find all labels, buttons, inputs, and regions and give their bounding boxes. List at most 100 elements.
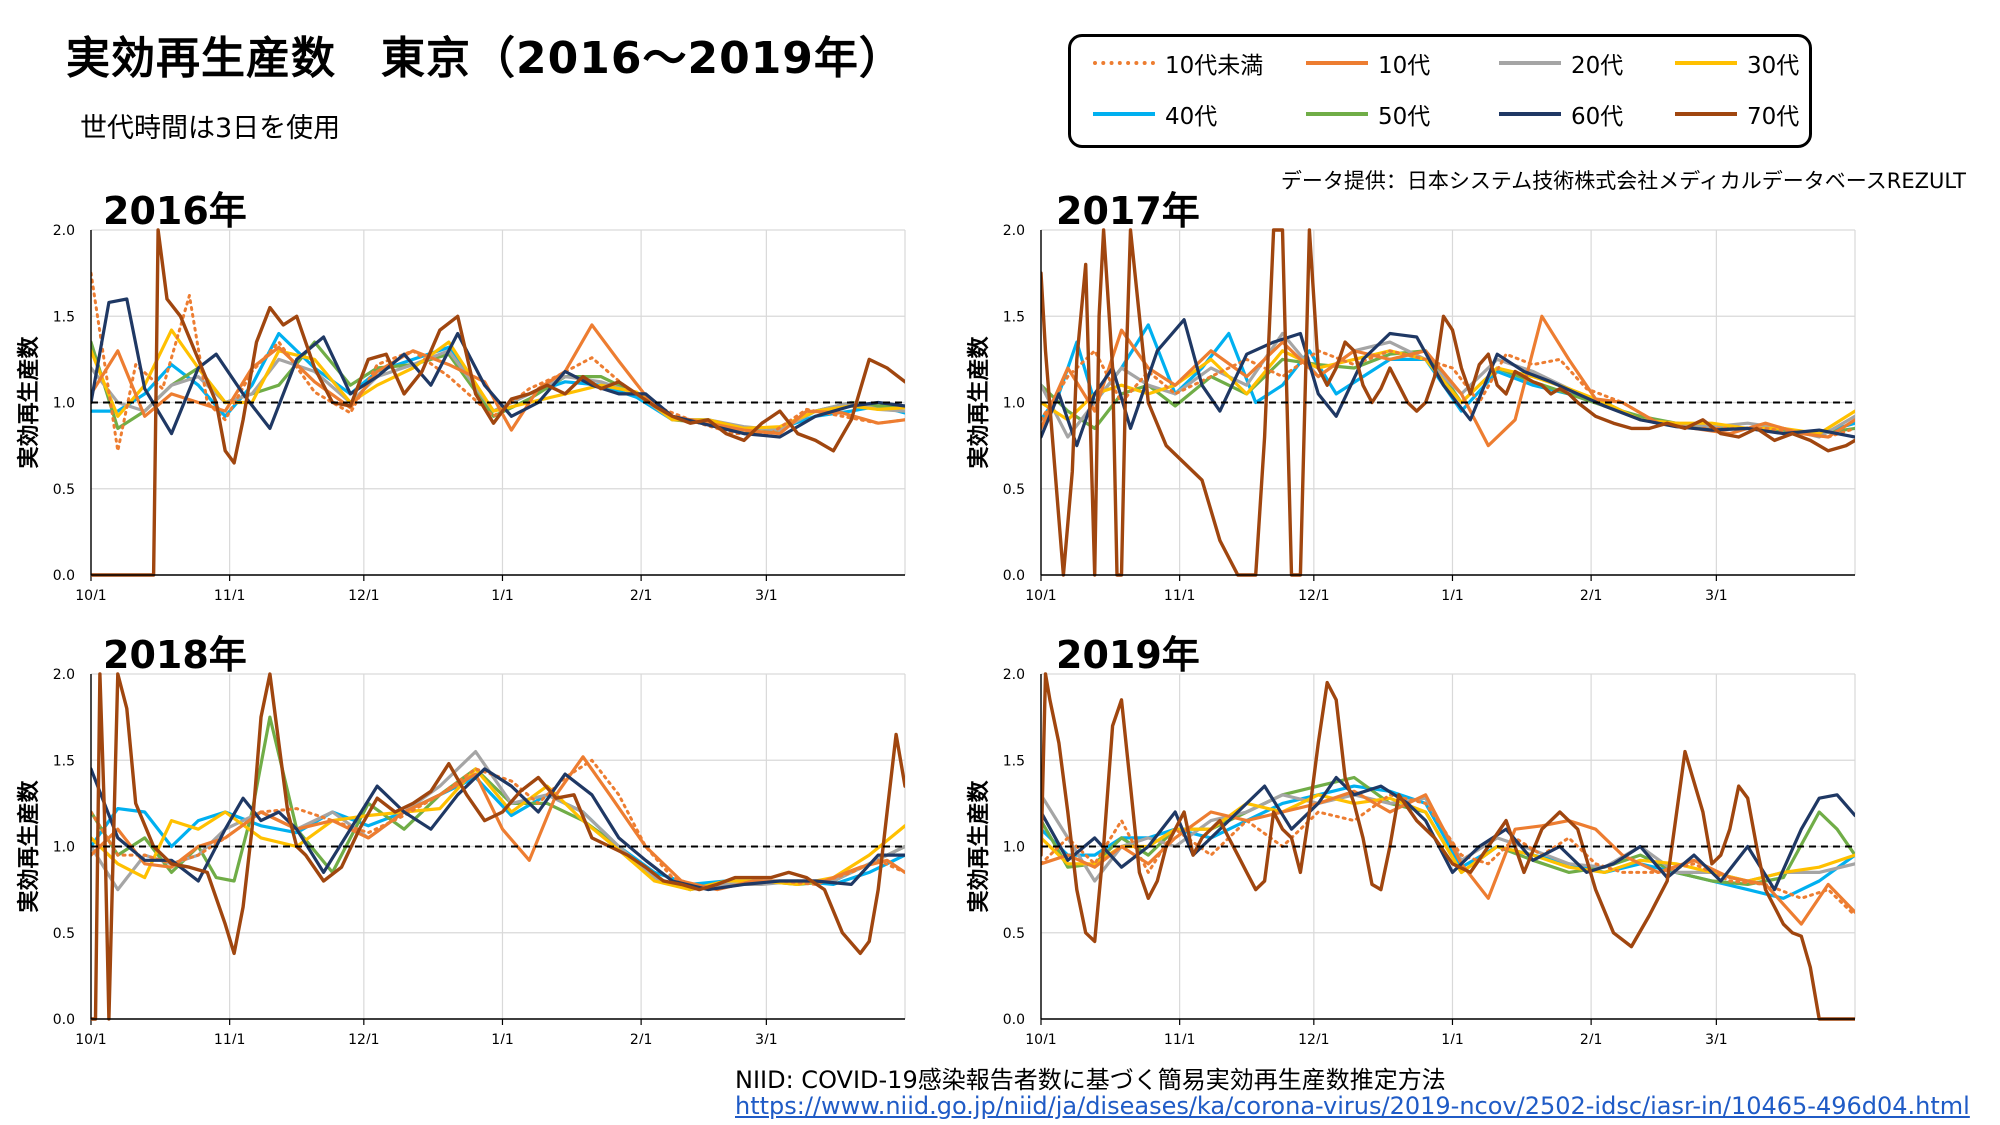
y-tick-label-4: 2.0 (53, 667, 75, 683)
y-tick-label-2: 1.0 (53, 840, 75, 856)
x-tick-label-4: 2/1 (1580, 1032, 1603, 1044)
legend-item-2: 10代 (1306, 48, 1431, 79)
legend-swatch-1 (1093, 61, 1155, 65)
legend-item-8: 70代 (1675, 99, 1800, 130)
x-tick-label-0: 10/1 (1025, 588, 1056, 600)
chart-title-2018: 2018年 (103, 633, 247, 677)
y-tick-label-3: 1.5 (53, 753, 75, 769)
series-line-10代未満 (1041, 793, 1855, 917)
x-tick-label-2: 12/1 (1298, 588, 1329, 600)
x-tick-label-2: 12/1 (348, 1032, 379, 1044)
chart-title-2019: 2019年 (1056, 633, 1200, 677)
series-line-50代 (1041, 775, 1855, 886)
y-tick-label-4: 2.0 (1003, 223, 1025, 239)
chart-2018: 0.0 0.5 1.0 1.5 2.0 10/1 11/1 12/1 1/1 2/1 3/1 実効再生… (16, 667, 906, 1044)
series-group (91, 228, 905, 577)
legend-label-7: 60代 (1571, 104, 1624, 130)
subtitle: 世代時間は3日を使用 (80, 113, 341, 144)
legend-item-7: 60代 (1499, 99, 1624, 130)
legend-item-6: 50代 (1306, 99, 1431, 130)
legend-item-3: 20代 (1499, 48, 1624, 79)
chart-title-2017: 2017年 (1056, 189, 1200, 233)
legend-swatch-7 (1499, 112, 1561, 116)
y-tick-label-3: 1.5 (53, 309, 75, 325)
y-tick-label-1: 0.5 (1003, 482, 1025, 498)
y-tick-label-0: 0.0 (53, 1012, 75, 1028)
legend-swatch-5 (1093, 112, 1155, 116)
x-tick-label-3: 1/1 (1441, 1032, 1464, 1044)
x-tick-label-4: 2/1 (630, 1032, 653, 1044)
legend: 10代未満 10代 20代 30代 40代 50代 60代 70代 (1068, 34, 1812, 148)
series-line-70代 (1041, 672, 1855, 1021)
x-tick-label-5: 3/1 (1705, 1032, 1728, 1044)
data-source-note: データ提供：日本システム技術株式会社メディカルデータベースREZULT (1280, 169, 1966, 193)
series-line-60代 (91, 297, 905, 439)
x-tick-label-5: 3/1 (755, 588, 778, 600)
y-tick-label-2: 1.0 (1003, 840, 1025, 856)
y-tick-label-4: 2.0 (53, 223, 75, 239)
legend-item-1: 10代未満 (1093, 48, 1263, 79)
x-tick-label-1: 11/1 (1164, 588, 1195, 600)
x-tick-label-4: 2/1 (1580, 588, 1603, 600)
series-group (1041, 228, 1855, 577)
legend-swatch-4 (1675, 61, 1737, 65)
legend-swatch-6 (1306, 112, 1368, 116)
y-axis-label: 実効再生産数 (16, 780, 42, 913)
series-line-10代未満 (91, 758, 905, 892)
x-tick-label-0: 10/1 (75, 588, 106, 600)
y-tick-label-0: 0.0 (1003, 1012, 1025, 1028)
footer-citation: NIID: COVID-19感染報告者数に基づく簡易実効再生産数推定方法 (735, 1066, 1446, 1094)
legend-swatch-8 (1675, 112, 1737, 116)
main-title: 実効再生産数 東京（2016～2019年） (66, 33, 904, 84)
chart-2016: 0.0 0.5 1.0 1.5 2.0 10/1 11/1 12/1 1/1 2/1 3/1 実効再生… (16, 223, 906, 600)
y-axis-label: 実効再生産数 (16, 336, 42, 469)
x-tick-label-1: 11/1 (214, 1032, 245, 1044)
x-tick-label-5: 3/1 (755, 1032, 778, 1044)
x-tick-label-3: 1/1 (491, 1032, 514, 1044)
x-tick-label-0: 10/1 (1025, 1032, 1056, 1044)
series-line-10代未満 (91, 271, 905, 453)
y-tick-label-3: 1.5 (1003, 753, 1025, 769)
y-tick-label-3: 1.5 (1003, 309, 1025, 325)
y-tick-label-0: 0.0 (1003, 568, 1025, 584)
series-line-60代 (91, 767, 905, 892)
legend-item-5: 40代 (1093, 99, 1218, 130)
legend-swatch-2 (1306, 61, 1368, 65)
chart-panel-2018: 0.0 0.5 1.0 1.5 2.0 10/1 11/1 12/1 1/1 2/1 3/1 実効再生… (0, 624, 920, 1094)
series-line-70代 (1041, 228, 1855, 577)
chart-2017: 0.0 0.5 1.0 1.5 2.0 10/1 11/1 12/1 1/1 2/1 3/1 実効再生… (966, 223, 1856, 600)
y-tick-label-2: 1.0 (53, 396, 75, 412)
chart-panel-2017: 0.0 0.5 1.0 1.5 2.0 10/1 11/1 12/1 1/1 2/1 3/1 実効再生… (950, 180, 1870, 650)
legend-label-6: 50代 (1378, 104, 1431, 130)
x-tick-label-2: 12/1 (1298, 1032, 1329, 1044)
x-tick-label-3: 1/1 (491, 588, 514, 600)
series-line-70代 (91, 672, 905, 1021)
legend-label-2: 10代 (1378, 53, 1431, 79)
y-tick-label-1: 0.5 (53, 926, 75, 942)
chart-panel-2016: 0.0 0.5 1.0 1.5 2.0 10/1 11/1 12/1 1/1 2/1 3/1 実効再生… (0, 180, 920, 650)
chart-panel-2019: 0.0 0.5 1.0 1.5 2.0 10/1 11/1 12/1 1/1 2/1 3/1 実効再生… (950, 624, 1870, 1094)
legend-label-4: 30代 (1747, 53, 1800, 79)
footer-url-link[interactable]: https://www.niid.go.jp/niid/ja/diseases/… (735, 1092, 1970, 1120)
chart-2019: 0.0 0.5 1.0 1.5 2.0 10/1 11/1 12/1 1/1 2/1 3/1 実効再生… (966, 667, 1856, 1044)
x-tick-label-0: 10/1 (75, 1032, 106, 1044)
legend-label-8: 70代 (1747, 104, 1800, 130)
legend-swatch-3 (1499, 61, 1561, 65)
y-axis-label: 実効再生産数 (966, 780, 992, 913)
y-tick-label-4: 2.0 (1003, 667, 1025, 683)
y-tick-label-2: 1.0 (1003, 396, 1025, 412)
legend-label-5: 40代 (1165, 104, 1218, 130)
y-tick-label-1: 0.5 (53, 482, 75, 498)
x-tick-label-1: 11/1 (214, 588, 245, 600)
series-group (91, 672, 905, 1021)
chart-title-2016: 2016年 (103, 189, 247, 233)
x-tick-label-3: 1/1 (1441, 588, 1464, 600)
series-line-70代 (91, 228, 905, 577)
x-tick-label-1: 11/1 (1164, 1032, 1195, 1044)
series-line-10代 (91, 323, 905, 436)
x-tick-label-2: 12/1 (348, 588, 379, 600)
legend-item-4: 30代 (1675, 48, 1800, 79)
x-tick-label-5: 3/1 (1705, 588, 1728, 600)
legend-label-3: 20代 (1571, 53, 1624, 79)
x-tick-label-4: 2/1 (630, 588, 653, 600)
